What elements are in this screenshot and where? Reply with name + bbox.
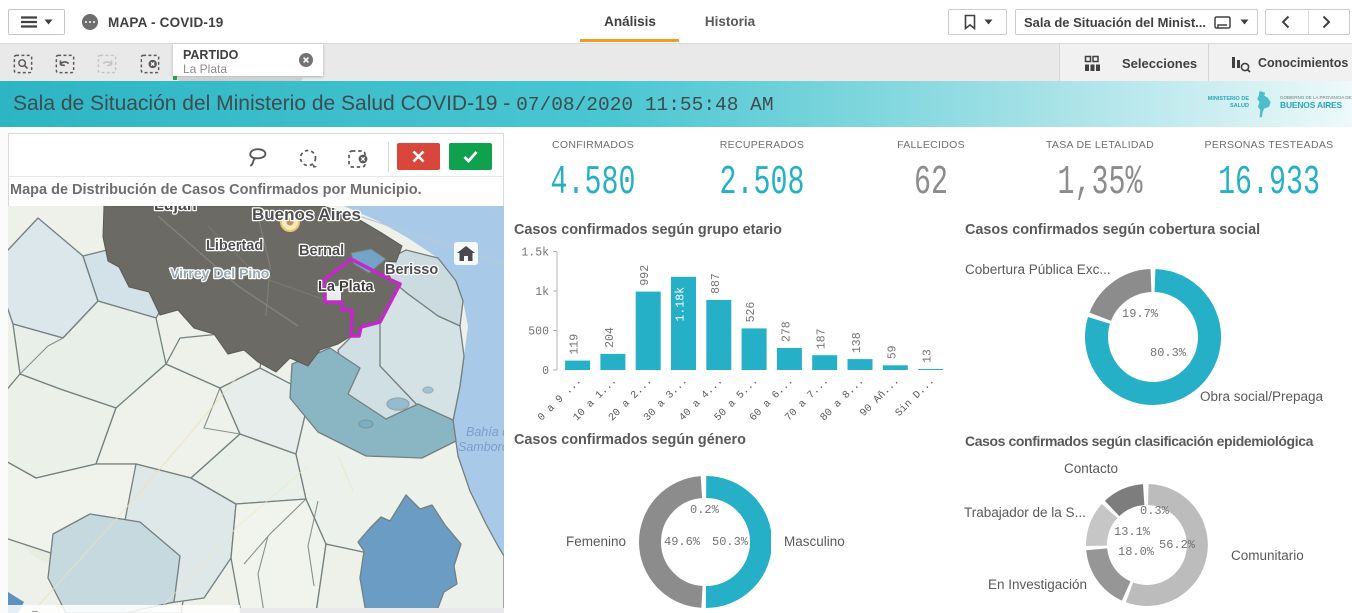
- svg-text:1.18k: 1.18k: [675, 287, 688, 322]
- svg-text:La Plata: La Plata: [318, 279, 375, 295]
- svg-text:992: 992: [639, 265, 652, 286]
- svg-text:526: 526: [745, 302, 758, 323]
- svg-text:Bahía d: Bahía d: [466, 425, 504, 439]
- svg-text:Libertad: Libertad: [206, 238, 263, 254]
- svg-text:204: 204: [604, 327, 617, 348]
- svg-text:0: 0: [542, 365, 549, 378]
- svg-text:Virrey Del Pino: Virrey Del Pino: [170, 265, 269, 281]
- svg-text:278: 278: [780, 321, 793, 342]
- svg-text:500: 500: [528, 326, 549, 339]
- svg-text:59: 59: [886, 345, 899, 359]
- svg-text:Berisso: Berisso: [385, 262, 438, 278]
- svg-text:1k: 1k: [535, 286, 549, 299]
- svg-text:Luján: Luján: [154, 206, 197, 214]
- svg-text:187: 187: [816, 328, 829, 349]
- svg-text:Samboro: Samboro: [458, 440, 504, 454]
- svg-text:Bernal: Bernal: [299, 243, 344, 259]
- svg-text:887: 887: [710, 273, 723, 294]
- svg-text:13: 13: [922, 349, 935, 363]
- svg-text:1.5k: 1.5k: [521, 247, 549, 260]
- svg-text:119: 119: [569, 334, 582, 355]
- svg-text:138: 138: [851, 332, 864, 353]
- svg-text:Buenos Aires: Buenos Aires: [252, 206, 361, 224]
- svg-text:...: ...: [32, 607, 38, 613]
